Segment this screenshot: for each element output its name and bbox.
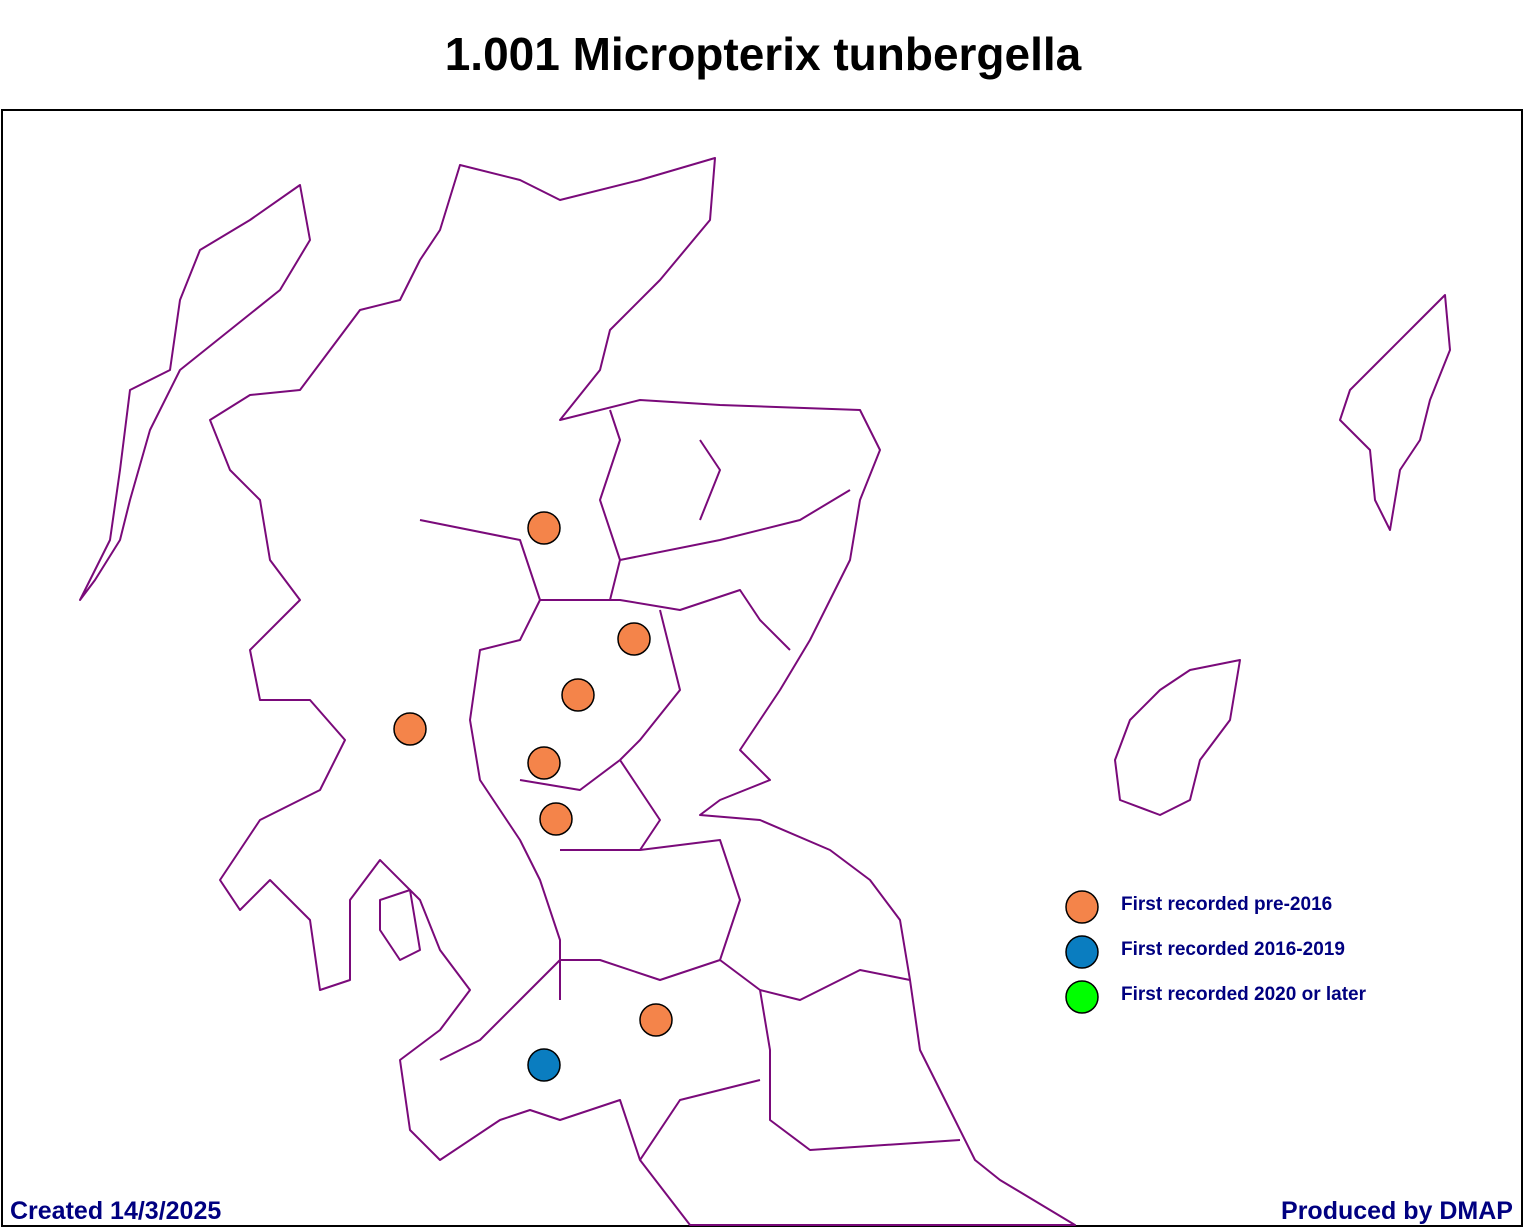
coastline [209, 157, 1076, 1226]
record-dot [527, 511, 561, 545]
legend: First recorded pre-2016 First recorded 20… [1065, 890, 1367, 1014]
legend-swatch [1065, 890, 1099, 924]
vice-county-boundaries [419, 409, 961, 1161]
producer: Produced by DMAP [1281, 1197, 1513, 1225]
record-dot [393, 712, 427, 746]
shetland [1339, 294, 1451, 531]
record-dot [617, 622, 651, 656]
created-date: Created 14/3/2025 [10, 1197, 221, 1225]
outer-hebrides [79, 184, 311, 601]
map-title: 1.001 Micropterix tunbergella [445, 28, 1082, 80]
record-dot [527, 746, 561, 780]
arran [379, 889, 421, 961]
record-dot [527, 1048, 561, 1082]
legend-label: First recorded pre-2016 [1121, 894, 1332, 915]
record-dot [561, 678, 595, 712]
records [393, 511, 673, 1082]
map-outline [79, 157, 1451, 1226]
map-frame [1, 109, 1523, 1227]
legend-label: First recorded 2020 or later [1121, 984, 1367, 1005]
record-dot [639, 1003, 673, 1037]
legend-label: First recorded 2016-2019 [1121, 939, 1345, 960]
legend-swatch [1065, 980, 1099, 1014]
legend-swatch [1065, 935, 1099, 969]
orkney [1114, 659, 1241, 816]
record-dot [539, 802, 573, 836]
